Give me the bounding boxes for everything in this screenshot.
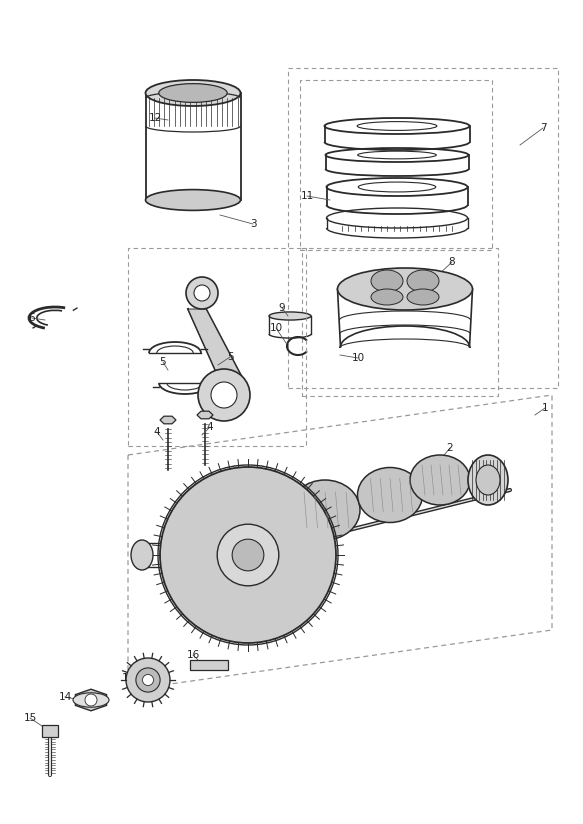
Polygon shape bbox=[188, 309, 246, 385]
Text: 3: 3 bbox=[250, 219, 257, 229]
Ellipse shape bbox=[159, 84, 227, 102]
Text: 13: 13 bbox=[121, 673, 135, 683]
Circle shape bbox=[198, 369, 250, 421]
Ellipse shape bbox=[131, 540, 153, 570]
Text: 8: 8 bbox=[449, 257, 455, 267]
Circle shape bbox=[186, 277, 218, 309]
Circle shape bbox=[85, 694, 97, 706]
Ellipse shape bbox=[290, 480, 360, 540]
Text: 11: 11 bbox=[300, 191, 314, 201]
Ellipse shape bbox=[269, 312, 311, 320]
Bar bbox=[128, 248, 306, 446]
Text: 16: 16 bbox=[187, 650, 199, 660]
Text: 4: 4 bbox=[154, 427, 160, 437]
Ellipse shape bbox=[73, 693, 109, 707]
Ellipse shape bbox=[371, 270, 403, 292]
Polygon shape bbox=[75, 689, 107, 711]
Ellipse shape bbox=[357, 467, 423, 522]
Ellipse shape bbox=[407, 270, 439, 292]
Text: 6: 6 bbox=[29, 313, 36, 323]
Bar bbox=[288, 68, 558, 388]
Circle shape bbox=[194, 285, 210, 301]
Circle shape bbox=[136, 668, 160, 692]
Text: 1: 1 bbox=[542, 403, 549, 413]
Bar bbox=[42, 725, 58, 737]
Ellipse shape bbox=[468, 455, 508, 505]
Circle shape bbox=[142, 675, 153, 686]
Text: 12: 12 bbox=[149, 113, 161, 123]
Circle shape bbox=[160, 467, 336, 643]
Polygon shape bbox=[160, 416, 176, 424]
Ellipse shape bbox=[476, 465, 500, 495]
Text: 7: 7 bbox=[540, 123, 546, 133]
Circle shape bbox=[211, 382, 237, 408]
Ellipse shape bbox=[358, 182, 436, 192]
Circle shape bbox=[232, 539, 264, 571]
Ellipse shape bbox=[338, 268, 472, 310]
Circle shape bbox=[217, 524, 279, 586]
Bar bbox=[300, 80, 492, 250]
Ellipse shape bbox=[357, 122, 437, 130]
Ellipse shape bbox=[371, 289, 403, 305]
Ellipse shape bbox=[358, 151, 436, 159]
Text: 14: 14 bbox=[58, 692, 72, 702]
Text: 10: 10 bbox=[352, 353, 364, 363]
Text: 5: 5 bbox=[160, 357, 166, 367]
Text: 4: 4 bbox=[207, 422, 213, 432]
Text: 15: 15 bbox=[23, 713, 37, 723]
Circle shape bbox=[126, 658, 170, 702]
Text: 5: 5 bbox=[227, 352, 233, 362]
Text: 10: 10 bbox=[269, 323, 283, 333]
Text: 9: 9 bbox=[279, 303, 285, 313]
Text: 2: 2 bbox=[447, 443, 454, 453]
Ellipse shape bbox=[146, 190, 241, 210]
Polygon shape bbox=[197, 411, 213, 419]
Bar bbox=[302, 248, 498, 396]
Ellipse shape bbox=[146, 80, 241, 106]
Ellipse shape bbox=[407, 289, 439, 305]
Bar bbox=[190, 660, 228, 670]
Ellipse shape bbox=[410, 455, 470, 505]
